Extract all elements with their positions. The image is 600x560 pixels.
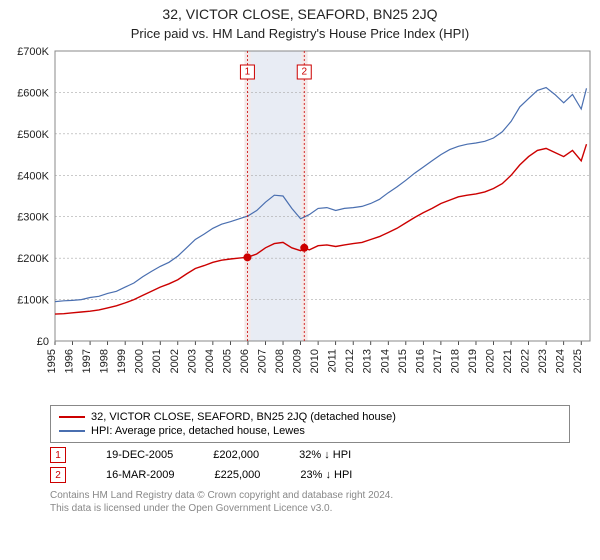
chart-title-sub: Price paid vs. HM Land Registry's House … (0, 26, 600, 41)
sale-vs-hpi-2: 23% ↓ HPI (300, 469, 352, 481)
titles: 32, VICTOR CLOSE, SEAFORD, BN25 2JQ Pric… (0, 0, 600, 41)
svg-text:2001: 2001 (151, 349, 163, 373)
svg-text:2017: 2017 (432, 349, 444, 373)
svg-text:2010: 2010 (309, 349, 321, 373)
svg-text:£200K: £200K (17, 253, 49, 265)
svg-text:£600K: £600K (17, 87, 49, 99)
svg-text:2019: 2019 (467, 349, 479, 373)
legend-label-hpi: HPI: Average price, detached house, Lewe… (91, 425, 305, 437)
svg-text:£400K: £400K (17, 170, 49, 182)
svg-text:2022: 2022 (520, 349, 532, 373)
svg-text:2020: 2020 (485, 349, 497, 373)
svg-text:2005: 2005 (221, 349, 233, 373)
svg-text:2024: 2024 (555, 349, 567, 373)
svg-text:1997: 1997 (81, 349, 93, 373)
legend-swatch-property (59, 416, 85, 418)
svg-text:2006: 2006 (239, 349, 251, 373)
svg-text:2025: 2025 (572, 349, 584, 373)
svg-text:2002: 2002 (169, 349, 181, 373)
svg-text:1998: 1998 (99, 349, 111, 373)
legend-swatch-hpi (59, 430, 85, 432)
sale-row-2: 2 16-MAR-2009 £225,000 23% ↓ HPI (50, 467, 570, 483)
chart-title-address: 32, VICTOR CLOSE, SEAFORD, BN25 2JQ (0, 6, 600, 22)
sale-price-1: £202,000 (213, 449, 259, 461)
sale-marker-2: 2 (50, 467, 66, 483)
svg-text:2009: 2009 (292, 349, 304, 373)
svg-text:2021: 2021 (502, 349, 514, 373)
sale-marker-1: 1 (50, 447, 66, 463)
svg-text:2016: 2016 (414, 349, 426, 373)
footer-line1: Contains HM Land Registry data © Crown c… (50, 489, 570, 502)
price-chart: £0 £100K £200K £300K £400K £500K £600K £700K 199… (0, 41, 600, 401)
svg-text:2014: 2014 (379, 349, 391, 373)
svg-text:2011: 2011 (327, 349, 339, 373)
footer-attribution: Contains HM Land Registry data © Crown c… (50, 489, 570, 515)
legend-item-property: 32, VICTOR CLOSE, SEAFORD, BN25 2JQ (det… (59, 410, 561, 424)
svg-text:2004: 2004 (204, 349, 216, 373)
svg-text:£300K: £300K (17, 212, 49, 224)
svg-text:1995: 1995 (46, 349, 58, 373)
sale-date-2: 16-MAR-2009 (106, 469, 174, 481)
sale-price-2: £225,000 (214, 469, 260, 481)
legend-label-property: 32, VICTOR CLOSE, SEAFORD, BN25 2JQ (det… (91, 411, 396, 423)
sale-vs-hpi-1: 32% ↓ HPI (299, 449, 351, 461)
svg-text:2003: 2003 (186, 349, 198, 373)
svg-text:£100K: £100K (17, 295, 49, 307)
svg-text:2000: 2000 (134, 349, 146, 373)
svg-text:1996: 1996 (64, 349, 76, 373)
legend-item-hpi: HPI: Average price, detached house, Lewe… (59, 424, 561, 438)
svg-text:2015: 2015 (397, 349, 409, 373)
page-root: 32, VICTOR CLOSE, SEAFORD, BN25 2JQ Pric… (0, 0, 600, 560)
svg-text:2012: 2012 (344, 349, 356, 373)
svg-text:1: 1 (245, 67, 251, 78)
sale-date-1: 19-DEC-2005 (106, 449, 173, 461)
svg-text:2008: 2008 (274, 349, 286, 373)
svg-text:2007: 2007 (256, 349, 268, 373)
svg-text:2013: 2013 (362, 349, 374, 373)
svg-text:2: 2 (301, 67, 307, 78)
svg-text:1999: 1999 (116, 349, 128, 373)
sale-row-1: 1 19-DEC-2005 £202,000 32% ↓ HPI (50, 447, 570, 463)
footer-line2: This data is licensed under the Open Gov… (50, 502, 570, 515)
svg-text:£500K: £500K (17, 129, 49, 141)
svg-text:2023: 2023 (537, 349, 549, 373)
svg-text:£700K: £700K (17, 46, 49, 58)
svg-text:2018: 2018 (449, 349, 461, 373)
legend: 32, VICTOR CLOSE, SEAFORD, BN25 2JQ (det… (50, 405, 570, 443)
svg-text:£0: £0 (37, 336, 49, 348)
